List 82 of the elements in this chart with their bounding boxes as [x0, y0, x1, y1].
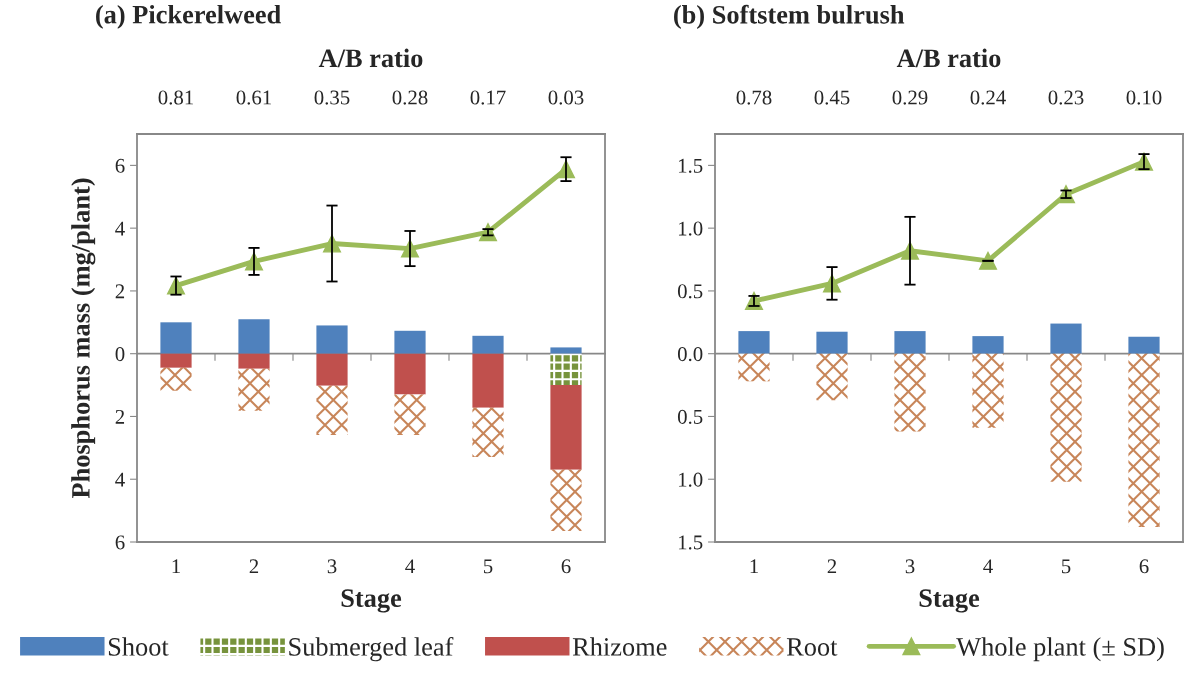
bar — [972, 353, 1004, 428]
bar — [550, 347, 582, 354]
y-tick-label: 1.5 — [678, 158, 703, 173]
text: A/B ratio — [318, 48, 423, 68]
bar — [550, 353, 582, 386]
x-tick-label: 2 — [827, 559, 837, 574]
bar — [1128, 336, 1160, 354]
y-tick-label: 0.5 — [677, 409, 703, 424]
y-tick-label: 0 — [115, 347, 125, 362]
bar — [1050, 323, 1082, 354]
y-tick-label: 1.0 — [678, 472, 703, 487]
y-tick-label: 1.5 — [678, 535, 703, 550]
y-tick-label: 2 — [115, 409, 125, 424]
y-tick-label: 6 — [115, 158, 125, 173]
point — [978, 251, 998, 270]
bar — [472, 335, 504, 354]
text: 0.61 — [236, 90, 271, 105]
y-tick-label: 6 — [115, 535, 125, 550]
bar — [238, 319, 270, 354]
bar — [816, 353, 848, 401]
text: A/B ratio — [896, 48, 1001, 68]
legend-label: Rhizome — [572, 637, 667, 656]
x-tick-label: 2 — [249, 559, 259, 574]
bar — [550, 469, 582, 532]
text: 0.81 — [158, 90, 193, 105]
y-tick-label: 4 — [115, 472, 125, 487]
x-tick-label: 4 — [983, 559, 993, 574]
text: 0.28 — [392, 90, 428, 105]
bar — [316, 325, 348, 354]
bar — [1050, 353, 1082, 482]
x-tick-label: 1 — [750, 559, 758, 574]
y-tick-label: 0.5 — [677, 284, 703, 299]
bar — [894, 331, 926, 354]
bar — [160, 322, 192, 354]
y-tick-label: 1.0 — [678, 221, 703, 236]
bar — [972, 336, 1004, 354]
bar — [394, 394, 426, 435]
y-tick-label: 2 — [115, 284, 125, 299]
text: 0.23 — [1048, 90, 1084, 105]
bar — [816, 331, 848, 354]
chart-title: (b) Softstem bulrush — [674, 4, 905, 29]
bar — [738, 353, 770, 382]
legend-label: Root — [786, 638, 838, 656]
bar — [238, 368, 270, 411]
x-tick-label: 6 — [1139, 559, 1149, 574]
bar — [394, 330, 426, 354]
text: 0.17 — [470, 90, 506, 105]
x-tick-label: 1 — [172, 559, 180, 574]
bar — [316, 353, 348, 386]
bar — [316, 385, 348, 435]
bar — [550, 385, 582, 470]
text: 0.29 — [892, 90, 928, 105]
bar — [394, 353, 426, 395]
chart-title: (a) Pickerelweed — [96, 4, 281, 29]
legend-label: Shoot — [108, 637, 169, 656]
text: 0.24 — [970, 90, 1006, 105]
bar — [472, 353, 504, 408]
x-tick-label: 3 — [327, 559, 337, 574]
bar — [1128, 353, 1160, 527]
legend-label: Whole plant (± SD) — [956, 637, 1164, 662]
y-axis-title: Phosphorus mass (mg/plant) — [71, 178, 96, 499]
bar — [472, 407, 504, 457]
text: 0.35 — [314, 90, 350, 105]
y-tick-label: 4 — [115, 221, 125, 236]
x-axis-title: Stage — [341, 589, 402, 613]
text: 0.10 — [1126, 90, 1162, 105]
bar — [894, 353, 926, 432]
bar — [160, 353, 192, 368]
bar — [738, 331, 770, 354]
text: 0.03 — [548, 90, 584, 105]
x-tick-label: 5 — [484, 559, 493, 574]
legend-label: Submerged leaf — [289, 636, 454, 662]
x-axis-title: Stage — [919, 589, 980, 613]
x-tick-label: 4 — [405, 559, 415, 574]
x-tick-label: 5 — [1062, 559, 1071, 574]
x-tick-label: 6 — [561, 559, 571, 574]
y-tick-label: 0.0 — [677, 347, 703, 362]
x-tick-label: 3 — [905, 559, 915, 574]
bar — [160, 367, 192, 391]
bar — [238, 353, 270, 369]
text: 0.45 — [814, 90, 850, 105]
text: 0.78 — [736, 90, 772, 105]
